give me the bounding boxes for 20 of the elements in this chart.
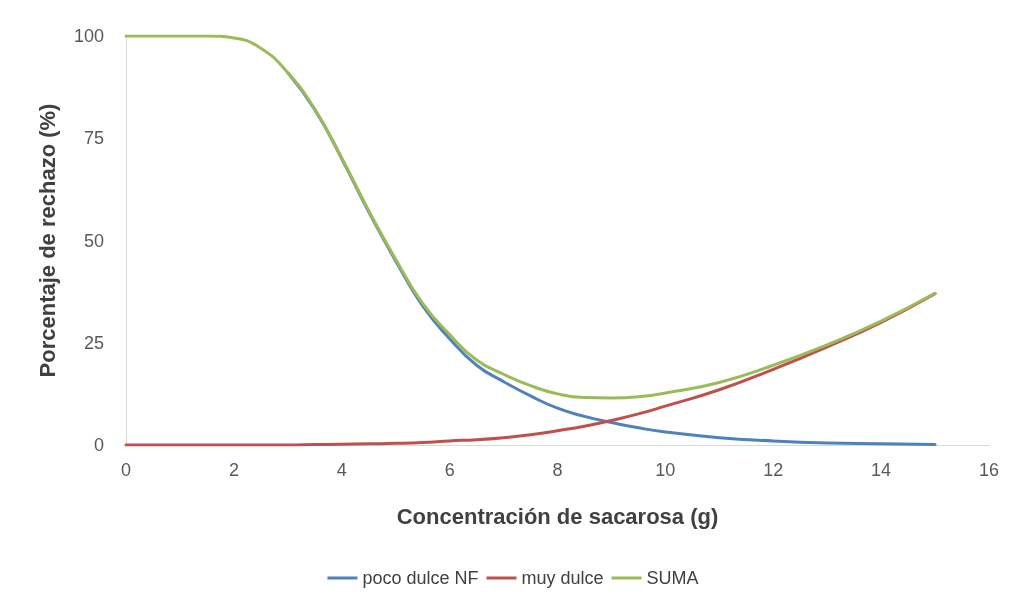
x-tick-label: 8 [552, 460, 563, 480]
y-axis-title: Porcentaje de rechazo (%) [34, 103, 60, 378]
legend-label: poco dulce NF [362, 568, 479, 588]
x-tick-label: 6 [444, 460, 455, 480]
x-tick-label: 2 [228, 460, 239, 480]
legend-label: SUMA [646, 568, 699, 588]
y-tick-label: 100 [73, 26, 104, 46]
y-tick-label: 75 [83, 128, 104, 149]
line-series [124, 34, 937, 400]
x-tick-label: 14 [871, 460, 892, 480]
y-tick-label: 0 [93, 435, 104, 455]
x-tick-label: 12 [763, 460, 784, 480]
x-tick-label: 10 [655, 460, 676, 480]
legend-label: muy dulce [521, 568, 604, 588]
y-tick-label: 25 [83, 332, 104, 353]
x-axis-title: Concentración de sacarosa (g) [396, 503, 719, 529]
x-tick-label: 4 [336, 460, 347, 480]
y-tick-label: 50 [83, 230, 104, 251]
x-tick-label: 0 [120, 460, 132, 480]
x-tick-label: 16 [978, 460, 1000, 480]
